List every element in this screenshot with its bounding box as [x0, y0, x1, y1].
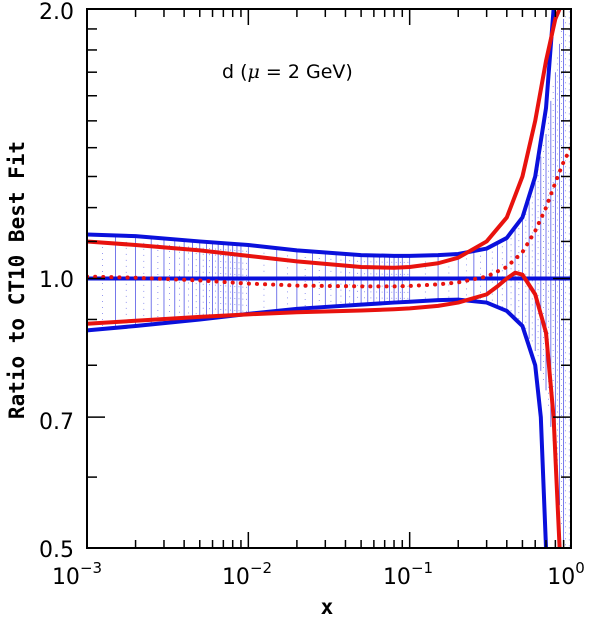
y-tick-label-0: 0.5	[39, 538, 74, 563]
y-tick-label-1: 0.7	[39, 410, 74, 435]
y-tick-label-2: 1.0	[39, 268, 74, 293]
y-tick-label-3: 2.0	[39, 0, 74, 25]
x-axis-title: x	[321, 595, 334, 619]
series-layer	[87, 9, 571, 548]
series-line-0	[87, 9, 556, 258]
series-line-5	[87, 145, 571, 289]
series-line-4	[87, 270, 562, 548]
x-tick-label-0: 10−3	[52, 559, 102, 590]
series-line-3	[87, 9, 562, 270]
x-tick-label-3: 100	[547, 559, 585, 590]
x-tick-label-2: 10−1	[383, 559, 433, 590]
y-axis-title: Ratio to CT10 Best Fit	[5, 141, 29, 419]
plot-annotation: d (μ = 2 GeV)	[222, 61, 353, 83]
series-line-1	[87, 297, 549, 548]
x-tick-label-1: 10−2	[222, 559, 272, 590]
axes	[86, 8, 572, 549]
